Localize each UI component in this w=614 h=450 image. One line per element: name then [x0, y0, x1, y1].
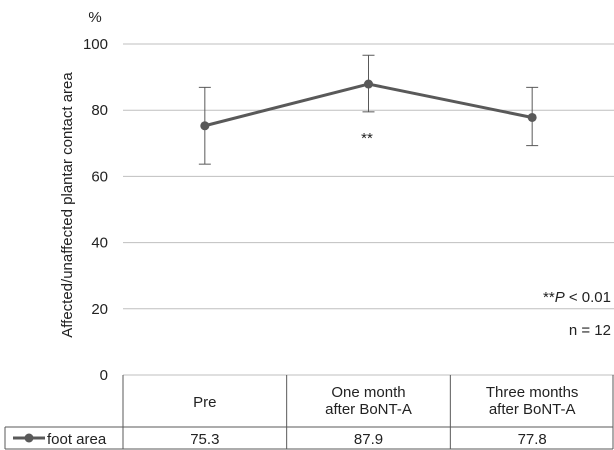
significance-mark: **	[361, 130, 373, 147]
p-value-annotation: **P < 0.01	[543, 289, 611, 306]
x-category-label: Three months	[486, 384, 579, 401]
table-value: 87.9	[354, 431, 383, 448]
table-value: 77.8	[518, 431, 547, 448]
y-tick-label: 40	[91, 235, 108, 252]
y-tick-label: 60	[91, 168, 108, 185]
y-unit-label: %	[88, 9, 101, 26]
n-annotation: n = 12	[569, 322, 611, 339]
p-value-italic: P	[555, 289, 565, 306]
data-point	[528, 113, 537, 122]
data-point	[200, 121, 209, 130]
y-tick-labels: 0 20 40 60 80 100	[83, 36, 108, 384]
legend-marker	[25, 434, 34, 443]
table-value: 75.3	[190, 431, 219, 448]
legend-label: foot area	[47, 431, 107, 448]
p-value-prefix: **	[543, 289, 555, 306]
x-category-label: after BoNT-A	[489, 401, 576, 418]
data-point	[364, 80, 373, 89]
y-tick-label: 0	[100, 367, 108, 384]
p-value-suffix: < 0.01	[565, 289, 611, 306]
x-category-label: after BoNT-A	[325, 401, 412, 418]
y-axis-label: Affected/unaffected plantar contact area	[59, 72, 76, 338]
x-category-label: One month	[331, 384, 405, 401]
y-tick-label: 100	[83, 36, 108, 53]
y-tick-label: 20	[91, 301, 108, 318]
x-category-label: Pre	[193, 394, 216, 411]
y-tick-label: 80	[91, 102, 108, 119]
